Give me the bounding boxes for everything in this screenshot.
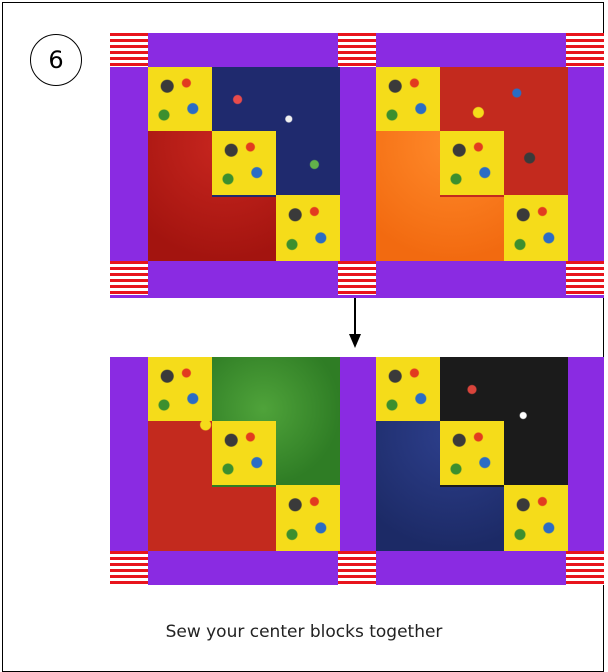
top-row-strip	[110, 33, 604, 298]
cornerstone-stripe	[566, 551, 604, 585]
instruction-caption: Sew your center blocks together	[165, 622, 443, 642]
yellow-print-square	[376, 67, 440, 131]
cornerstone-stripe	[566, 33, 604, 67]
cornerstone-stripe	[110, 33, 148, 67]
bottom-row-strip	[110, 357, 604, 585]
center-block-top-right	[376, 67, 568, 261]
step-number: 6	[48, 46, 64, 74]
cornerstone-stripe	[338, 33, 376, 67]
cornerstone-stripe	[566, 261, 604, 295]
center-block-bottom-right	[376, 357, 568, 551]
yellow-print-square	[276, 195, 340, 261]
yellow-print-square	[148, 357, 212, 421]
yellow-print-square	[376, 357, 440, 421]
yellow-print-square	[148, 67, 212, 131]
center-block-bottom-left	[148, 357, 340, 551]
cornerstone-stripe	[110, 261, 148, 295]
yellow-print-square	[504, 485, 568, 551]
cornerstone-stripe	[338, 551, 376, 585]
center-block-top-left	[148, 67, 340, 261]
cornerstone-stripe	[110, 551, 148, 585]
yellow-print-square	[276, 485, 340, 551]
yellow-print-square	[212, 131, 276, 195]
yellow-print-square	[440, 131, 504, 195]
cornerstone-stripe	[338, 261, 376, 295]
yellow-print-square	[440, 421, 504, 485]
yellow-print-square	[504, 195, 568, 261]
down-arrow-icon	[349, 298, 361, 348]
step-number-badge: 6	[30, 34, 82, 86]
yellow-print-square	[212, 421, 276, 485]
